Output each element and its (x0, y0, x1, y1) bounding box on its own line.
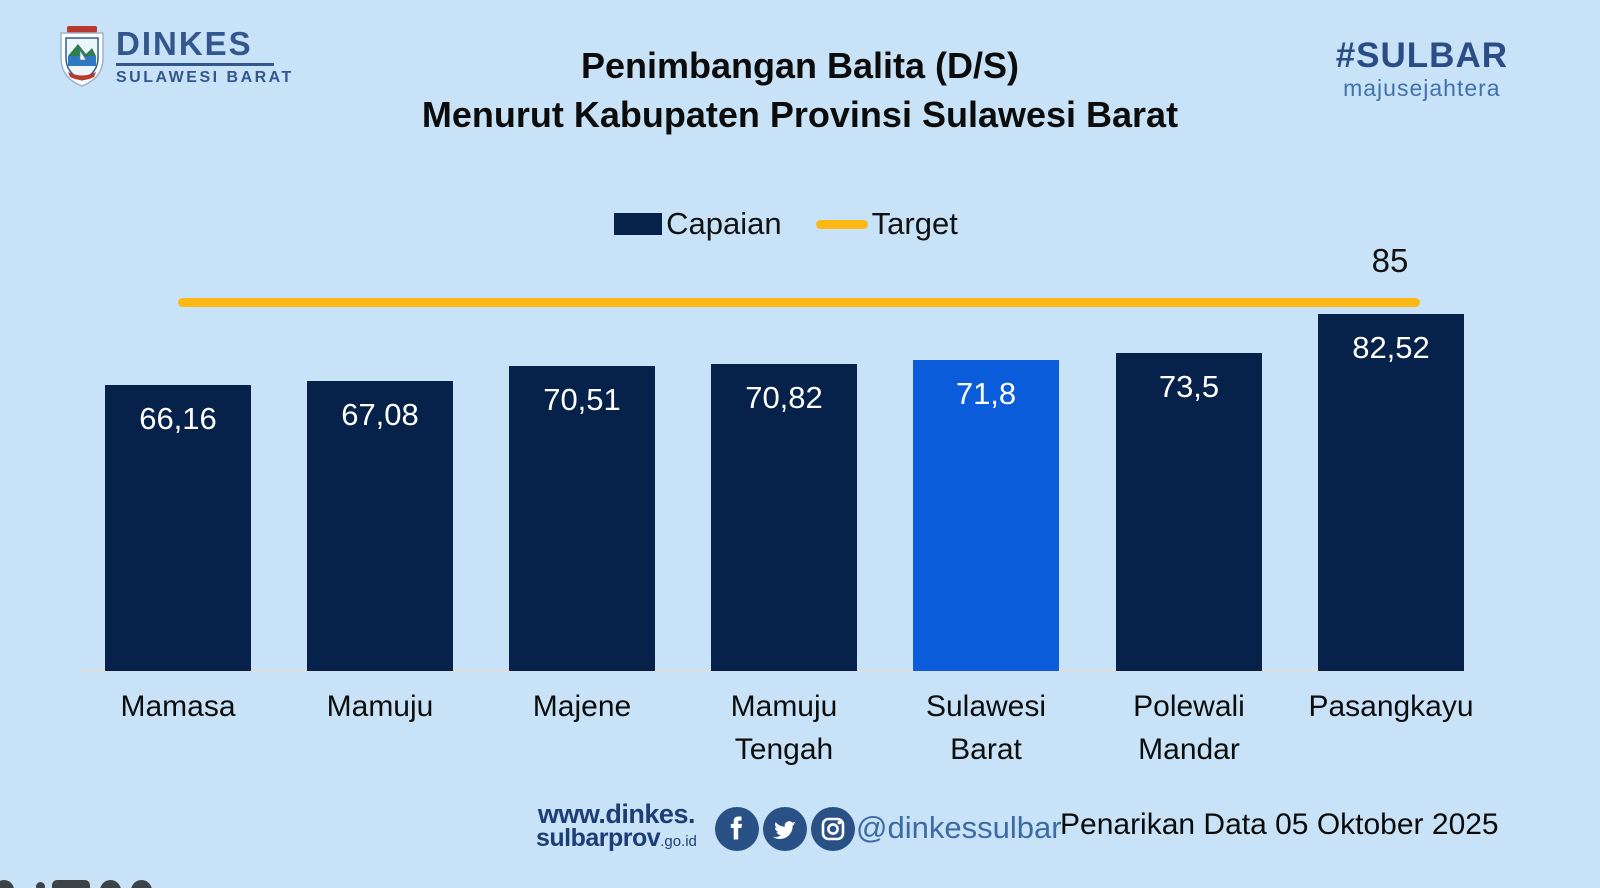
target-line (178, 298, 1420, 307)
instagram-icon (811, 807, 855, 851)
category-label: Mamasa (120, 690, 236, 723)
logo-subtitle: SULAWESI BARAT (116, 69, 294, 86)
bar-majene: 70,51 (509, 366, 655, 671)
bar-value-label: 67,08 (341, 397, 419, 432)
dinkes-shield-icon (60, 26, 104, 87)
sulbar-hashtag: #SULBAR (1335, 36, 1508, 75)
bar-mamuju-tengah: 70,82 (711, 364, 857, 671)
category-label: Mamuju Tengah (730, 690, 838, 766)
website-logo: www.dinkes. sulbarprov.go.id (536, 799, 697, 852)
target-value-label: 85 (1371, 242, 1409, 279)
category-label: Pasangkayu (1308, 690, 1474, 723)
legend-item-capaian: Capaian (614, 206, 782, 242)
bar-value-label: 73,5 (1158, 369, 1220, 404)
category-label: Sulawesi Barat (925, 690, 1047, 766)
bar-mamasa: 66,16 (105, 385, 251, 671)
legend-item-target: Target (815, 206, 958, 242)
website-line2: sulbarprov.go.id (536, 823, 697, 852)
data-note: Penarikan Data 05 Oktober 2025 (1060, 808, 1499, 841)
category-label: Majene (532, 690, 632, 723)
category-label: Polewali Mandar (1133, 690, 1245, 766)
clipped-icon (0, 880, 14, 888)
twitter-icon (763, 807, 807, 851)
website-line1: www.dinkes. (537, 799, 696, 829)
category-label: Mamuju (326, 690, 434, 723)
sulbar-brand: #SULBAR majusejahtera (1336, 38, 1508, 102)
logo-divider (116, 63, 274, 66)
bar-value-label: 71,8 (955, 376, 1017, 411)
bar-mamuju: 67,08 (307, 381, 453, 671)
clipped-icon (36, 882, 45, 888)
clipped-icon (100, 880, 121, 888)
bar-polewali-mandar: 73,5 (1116, 353, 1262, 671)
sulbar-tagline: majusejahtera (1343, 75, 1501, 101)
bar-pasangkayu: 82,52 (1318, 314, 1464, 671)
capaian-label: Capaian (666, 206, 782, 241)
bar-sulawesi-barat: 71,8 (913, 360, 1059, 671)
bar-value-label: 70,51 (543, 382, 621, 417)
social-icons (714, 806, 856, 852)
dinkes-logo: DINKES SULAWESI BARAT (58, 26, 294, 88)
clipped-icon (131, 880, 152, 888)
chart-title-line1: Penimbangan Balita (D/S) (580, 45, 1020, 86)
social-handle: @dinkessulbar (856, 810, 1062, 845)
chart-title-line2: Menurut Kabupaten Provinsi Sulawesi Bara… (421, 93, 1179, 135)
dinkes-logo-text: DINKES SULAWESI BARAT (116, 27, 294, 87)
facebook-icon (715, 807, 759, 851)
capaian-swatch (614, 213, 663, 235)
bar-value-label: 82,52 (1352, 330, 1430, 365)
website-domain: sulbarprov (536, 823, 661, 852)
website-tld: .go.id (660, 832, 697, 850)
logo-title: DINKES (116, 25, 253, 62)
target-label: Target (871, 206, 958, 241)
chart-legend: Capaian Target (0, 206, 1586, 242)
chart-title: Penimbangan Balita (D/S) Menurut Kabupat… (0, 42, 1600, 139)
target-swatch (815, 219, 868, 229)
bar-value-label: 66,16 (139, 401, 217, 436)
clipped-icon (52, 880, 90, 888)
bar-value-label: 70,82 (745, 380, 823, 415)
